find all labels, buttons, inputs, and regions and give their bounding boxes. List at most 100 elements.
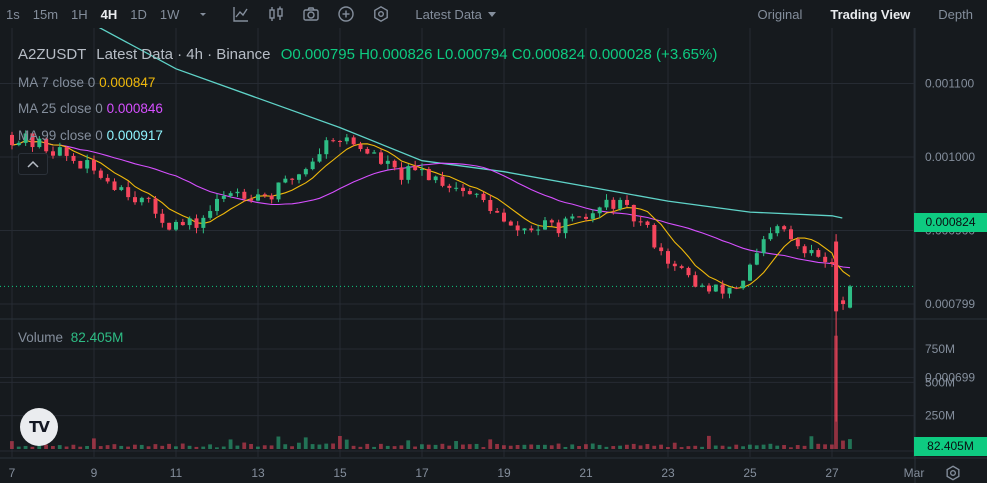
- collapse-legend-button[interactable]: [18, 153, 48, 175]
- candle-up: [848, 286, 853, 308]
- candle-down: [133, 197, 137, 203]
- candle-down: [707, 285, 711, 292]
- volume-bar-down: [841, 440, 845, 449]
- timeframe-1w[interactable]: 1W: [159, 6, 180, 22]
- volume-bar-up: [700, 446, 704, 449]
- volume-bar-up: [23, 445, 28, 449]
- add-icon[interactable]: [337, 5, 355, 23]
- candle-up: [310, 161, 315, 170]
- chart-grid: [0, 28, 915, 457]
- chevron-up-icon: [27, 160, 39, 168]
- candle-down: [802, 246, 807, 254]
- candle-up: [522, 228, 527, 231]
- caret-down-icon: [487, 11, 496, 17]
- volume-bar-up: [228, 439, 233, 449]
- ma7-legend[interactable]: MA 7 close 0 0.000847: [18, 75, 155, 90]
- view-trading-view[interactable]: Trading View: [830, 6, 911, 22]
- volume-bar-up: [283, 444, 288, 449]
- candle-up: [406, 166, 411, 180]
- volume-bar-down: [782, 445, 786, 449]
- candle-down: [659, 247, 664, 252]
- volume-bar-up: [174, 446, 178, 449]
- candle-down: [734, 287, 739, 289]
- candle-up: [303, 169, 308, 175]
- volume-bar-up: [522, 444, 527, 449]
- volume-bar-down: [638, 445, 643, 449]
- volume-bar-up: [85, 445, 89, 449]
- volume-bar-up: [454, 441, 458, 449]
- candle-up: [283, 178, 288, 183]
- volume-bar-down: [51, 446, 55, 449]
- timeframe-4h[interactable]: 4H: [100, 6, 118, 22]
- volume-bar-down: [426, 444, 431, 449]
- view-depth[interactable]: Depth: [938, 6, 973, 22]
- camera-icon[interactable]: [302, 5, 320, 23]
- volume-bar-down: [269, 445, 274, 449]
- volume-bar-down: [707, 435, 711, 449]
- indicators-icon[interactable]: [232, 5, 250, 23]
- candle-down: [481, 193, 486, 200]
- latest-data-dropdown[interactable]: Latest Data: [415, 7, 496, 22]
- candle-down: [549, 220, 554, 223]
- volume-bar-down: [338, 435, 342, 449]
- candle-down: [782, 226, 787, 230]
- volume-bar-up: [570, 444, 575, 449]
- timeframe-1h[interactable]: 1H: [71, 6, 88, 22]
- volume-bar-down: [351, 445, 356, 449]
- volume-bar-down: [802, 445, 807, 449]
- ma25-value: 0.000846: [106, 101, 163, 116]
- candle-down: [71, 155, 76, 161]
- ma7-value: 0.000847: [99, 75, 156, 90]
- volume-bar-up: [119, 445, 124, 449]
- candle-down: [795, 239, 800, 247]
- volume-bar-down: [447, 445, 452, 449]
- volume-bar-up: [727, 446, 732, 449]
- gear-icon[interactable]: [943, 463, 963, 483]
- volume-tick-label: 500M: [925, 375, 955, 389]
- candle-down: [112, 181, 117, 190]
- candle-down: [105, 177, 110, 182]
- candle-style-icon[interactable]: [267, 5, 285, 23]
- candle-up: [454, 187, 459, 189]
- timeframe-1d[interactable]: 1D: [130, 6, 147, 22]
- candle-down: [290, 178, 295, 180]
- candle-down: [556, 222, 561, 234]
- volume-bar-down: [365, 443, 370, 449]
- price-tick-label: 0.001000: [925, 150, 975, 164]
- volume-bar-up: [324, 443, 329, 449]
- candle-up: [433, 176, 438, 181]
- timeframe-15m[interactable]: 15m: [32, 6, 59, 22]
- volume-tick-label: 250M: [925, 409, 955, 423]
- candle-down: [153, 198, 158, 214]
- volume-bar-down: [556, 443, 561, 449]
- candle-down: [611, 199, 616, 209]
- view-original[interactable]: Original: [757, 6, 803, 22]
- symbol-name: A2ZUSDT: [18, 46, 87, 63]
- candle-down: [10, 134, 14, 146]
- tradingview-logo[interactable]: TV: [20, 408, 58, 446]
- chevron-down-icon[interactable]: [194, 5, 212, 23]
- candle-down: [693, 275, 698, 287]
- candle-up: [235, 191, 240, 194]
- volume-bar-down: [508, 445, 513, 449]
- volume-bar-up: [208, 444, 212, 449]
- ma99-value: 0.000917: [106, 128, 163, 143]
- candle-up: [748, 264, 752, 281]
- volume-bar-up: [543, 444, 547, 449]
- time-tick-label: 15: [333, 466, 347, 480]
- settings-hex-icon[interactable]: [372, 5, 390, 23]
- price-chart[interactable]: 0.0013000.0012000.0011000.0010000.000900…: [0, 28, 987, 483]
- volume-tick-label: 750M: [925, 342, 955, 356]
- timeframe-1s[interactable]: 1s: [6, 6, 20, 22]
- ma99-legend[interactable]: MA 99 close 0 0.000917: [18, 128, 163, 143]
- volume-bar-down: [672, 442, 677, 449]
- ma25-legend[interactable]: MA 25 close 0 0.000846: [18, 101, 163, 116]
- volume-bar-down: [631, 443, 636, 449]
- candle-down: [816, 250, 821, 257]
- volume-bar-down: [720, 445, 725, 449]
- candle-up: [256, 194, 260, 201]
- candle-up: [37, 138, 42, 148]
- candle-down: [834, 241, 839, 312]
- volume-bar-up: [618, 445, 622, 449]
- volume-bar-up: [604, 446, 609, 449]
